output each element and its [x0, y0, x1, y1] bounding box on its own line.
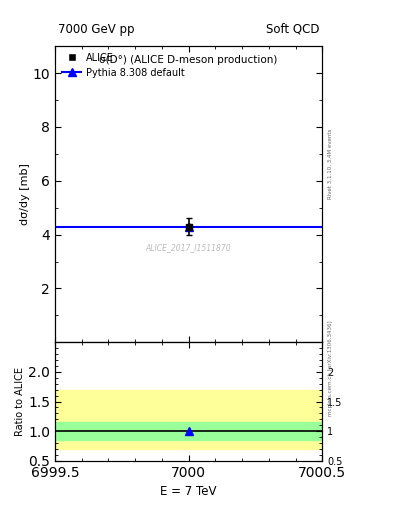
- Text: σ(D°) (ALICE D-meson production): σ(D°) (ALICE D-meson production): [99, 55, 278, 65]
- X-axis label: E = 7 TeV: E = 7 TeV: [160, 485, 217, 498]
- Bar: [55, 422, 322, 440]
- Legend: ALICE, Pythia 8.308 default: ALICE, Pythia 8.308 default: [58, 49, 189, 81]
- Text: 7000 GeV pp: 7000 GeV pp: [58, 23, 134, 36]
- Text: Soft QCD: Soft QCD: [266, 23, 320, 36]
- Text: mcplots.cern.ch [arXiv:1306.3436]: mcplots.cern.ch [arXiv:1306.3436]: [328, 321, 333, 416]
- Y-axis label: Ratio to ALICE: Ratio to ALICE: [15, 367, 26, 436]
- Bar: [55, 390, 322, 449]
- Text: ALICE_2017_I1511870: ALICE_2017_I1511870: [146, 243, 231, 252]
- Y-axis label: dσ/dy [mb]: dσ/dy [mb]: [20, 163, 30, 225]
- Text: Rivet 3.1.10, 3.4M events: Rivet 3.1.10, 3.4M events: [328, 129, 333, 199]
